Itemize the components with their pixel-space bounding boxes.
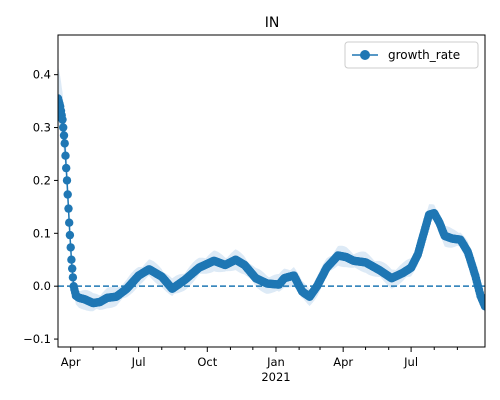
confidence-band-layer (58, 65, 485, 314)
x-tick-label: Jul (131, 355, 146, 369)
data-point (60, 139, 69, 148)
data-point (58, 115, 67, 124)
x-tick-label: Oct (197, 355, 217, 369)
chart-title: IN (265, 15, 280, 31)
data-point (61, 151, 70, 160)
data-point (59, 131, 69, 140)
legend-marker (360, 50, 370, 60)
legend-label-growth-rate: growth_rate (388, 48, 460, 62)
legend: growth_rate (344, 41, 479, 69)
data-point (68, 264, 77, 273)
data-point (62, 176, 72, 185)
data-point (66, 243, 75, 252)
series-line-growth-rate (58, 98, 485, 307)
plot-frame (57, 34, 486, 348)
y-tick-label: 0.3 (33, 121, 51, 135)
data-point (67, 255, 76, 264)
y-tick-label: 0.0 (33, 279, 51, 293)
y-tick-label: 0.2 (33, 173, 51, 187)
legend-box (344, 41, 479, 69)
y-tick-label: 0.4 (33, 68, 51, 82)
data-point (59, 123, 68, 132)
data-point (68, 273, 78, 282)
y-axis: −0.1 0.0 0.1 0.2 0.3 0.4 (23, 68, 58, 346)
confidence-band (58, 65, 485, 314)
y-tick-label: −0.1 (23, 332, 51, 346)
x-tick-label: Jan (266, 355, 285, 369)
x-axis: Apr Jul Oct Jan Apr Jul 2021 (61, 347, 458, 384)
x-tick-label: Jul (403, 355, 418, 369)
data-point (65, 218, 74, 227)
x-year-label: 2021 (261, 370, 290, 384)
data-point (480, 302, 485, 311)
data-point (64, 204, 73, 213)
data-point (65, 230, 75, 240)
data-point (61, 163, 71, 173)
x-tick-label: Apr (61, 355, 81, 369)
y-tick-label: 0.1 (33, 226, 51, 240)
data-point (63, 190, 72, 199)
series-layer (58, 94, 485, 311)
x-tick-label: Apr (333, 355, 353, 369)
